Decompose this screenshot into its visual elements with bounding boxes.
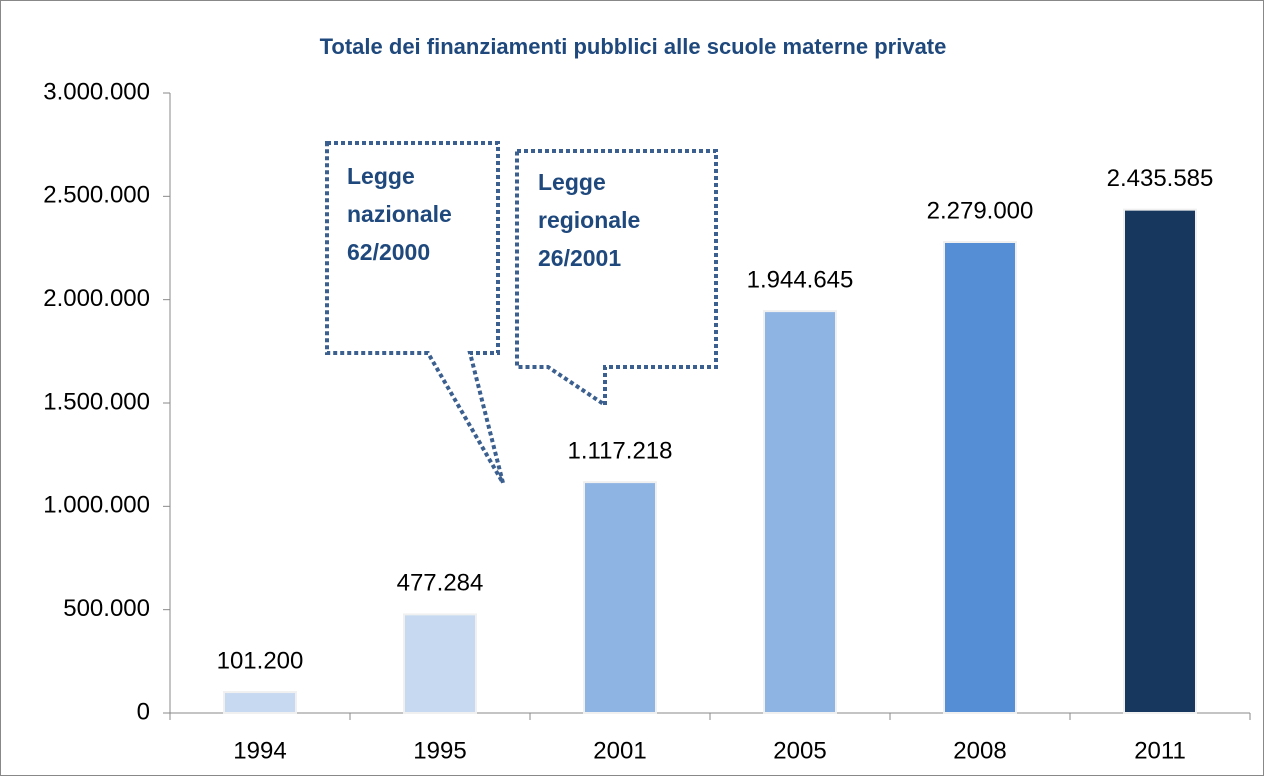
y-tick-label: 1.500.000 <box>43 388 150 415</box>
data-label: 101.200 <box>217 647 304 674</box>
bar <box>1123 208 1197 715</box>
data-label: 2.279.000 <box>927 197 1034 224</box>
y-tick-label: 2.000.000 <box>43 285 150 312</box>
y-tick-label: 1.000.000 <box>43 492 150 519</box>
y-tick-label: 3.000.000 <box>43 78 150 105</box>
data-label: 1.117.218 <box>568 437 673 464</box>
x-tick-label: 2008 <box>953 737 1006 764</box>
y-tick-label: 500.000 <box>63 595 150 622</box>
annotation-text: regionale <box>538 207 640 233</box>
bar <box>943 241 1017 715</box>
x-tick-label: 2011 <box>1134 737 1186 764</box>
data-label: 2.435.585 <box>1107 165 1214 192</box>
annotation-text: 26/2001 <box>538 245 621 271</box>
annotations: Legge nazionale 62/2000 Legge regionale 26/20… <box>347 163 640 271</box>
annotation-text: nazionale <box>347 201 452 227</box>
callout <box>325 141 505 484</box>
y-tick-label: 2.500.000 <box>43 182 150 209</box>
bar <box>403 613 477 715</box>
bar <box>223 691 297 714</box>
chart-title: Totale dei finanziamenti pubblici alle s… <box>320 34 947 59</box>
bar <box>763 310 837 714</box>
bar <box>583 481 657 714</box>
x-tick-label: 2001 <box>593 737 646 764</box>
x-tick-label: 1995 <box>413 737 466 764</box>
data-label: 1.944.645 <box>747 266 854 293</box>
y-tick-label: 0 <box>137 698 150 725</box>
annotation-text: Legge <box>538 169 606 195</box>
annotation-text: 62/2000 <box>347 239 430 265</box>
x-tick-label: 1994 <box>233 737 286 764</box>
callout <box>515 149 718 409</box>
x-tick-label: 2005 <box>773 737 826 764</box>
annotation-text: Legge <box>347 163 415 189</box>
data-label: 477.284 <box>397 570 484 597</box>
